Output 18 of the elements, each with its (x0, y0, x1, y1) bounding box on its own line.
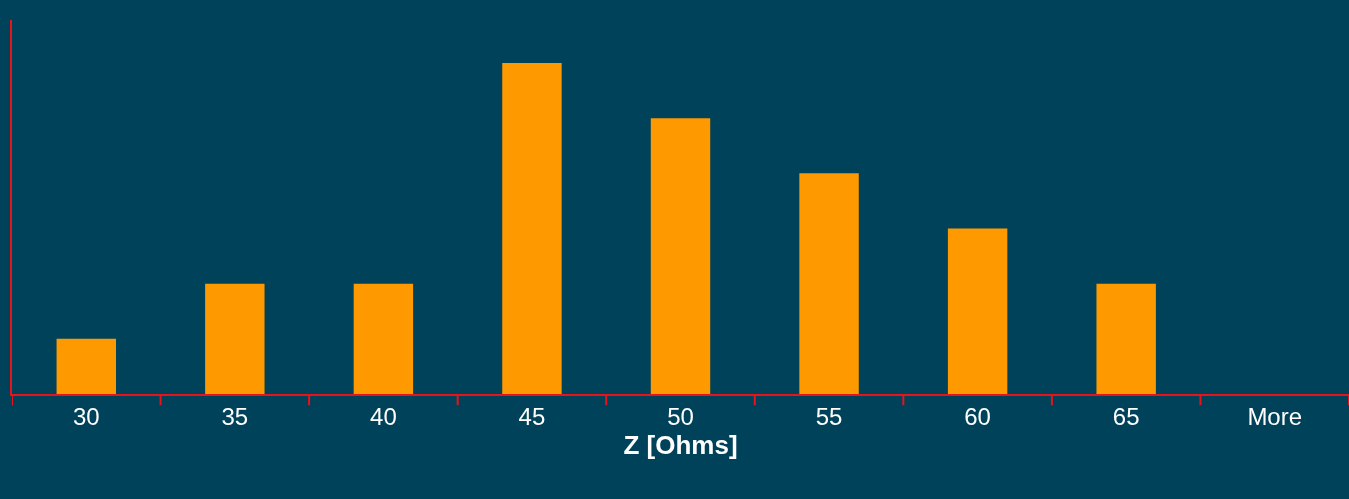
x-tick-label: 45 (518, 402, 546, 430)
x-tick-label: 50 (667, 402, 694, 430)
bar (205, 283, 265, 394)
bar (947, 228, 1008, 394)
bar (799, 173, 859, 394)
x-tick-label: 40 (370, 402, 397, 430)
x-tick-label: 65 (1112, 402, 1140, 430)
x-tick-label: 55 (815, 402, 843, 430)
x-tick-label: 35 (221, 402, 249, 430)
bar (1096, 283, 1156, 394)
bar (353, 283, 414, 394)
x-tick-label: 60 (964, 402, 991, 430)
bar (56, 338, 116, 394)
x-tick-label: 30 (72, 402, 100, 430)
bar (502, 63, 562, 394)
bar (650, 118, 711, 394)
x-axis-title: Z [Ohms] (623, 429, 738, 460)
x-tick-label: More (1247, 402, 1303, 430)
